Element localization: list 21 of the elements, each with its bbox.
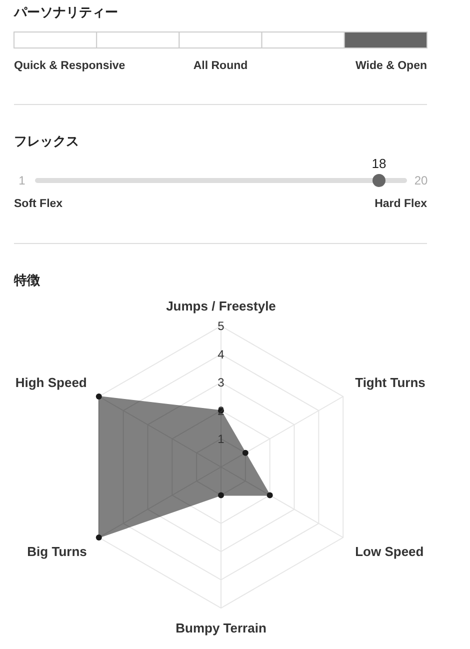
spoke-label: Bumpy Terrain — [176, 620, 266, 636]
spoke-label: Jumps / Freestyle — [166, 298, 276, 314]
text: 20 — [414, 174, 428, 188]
spoke-label: High Speed — [15, 375, 87, 390]
y-tick-label: 5 — [218, 319, 225, 334]
y-tick-label: 3 — [218, 376, 225, 390]
spoke-label: Low Speed — [355, 544, 424, 560]
data-label: 18 — [372, 156, 386, 172]
category-label: Quick & Responsive — [14, 60, 126, 72]
text: パーソナリティー — [13, 6, 118, 21]
chart-title: 特徴 — [13, 274, 41, 289]
category-label: Wide & Open — [356, 60, 427, 72]
text: Soft Flex — [14, 198, 64, 210]
y-tick-label: 1 — [218, 432, 225, 446]
spoke-label: Big Turns — [27, 544, 87, 560]
text: 1 — [18, 174, 26, 188]
spoke-label: Tight Turns — [355, 375, 426, 390]
category-label: All Round — [193, 60, 248, 72]
y-tick-label: 4 — [218, 347, 225, 362]
text: フレックス — [14, 134, 79, 150]
text: Hard Flex — [374, 198, 428, 210]
